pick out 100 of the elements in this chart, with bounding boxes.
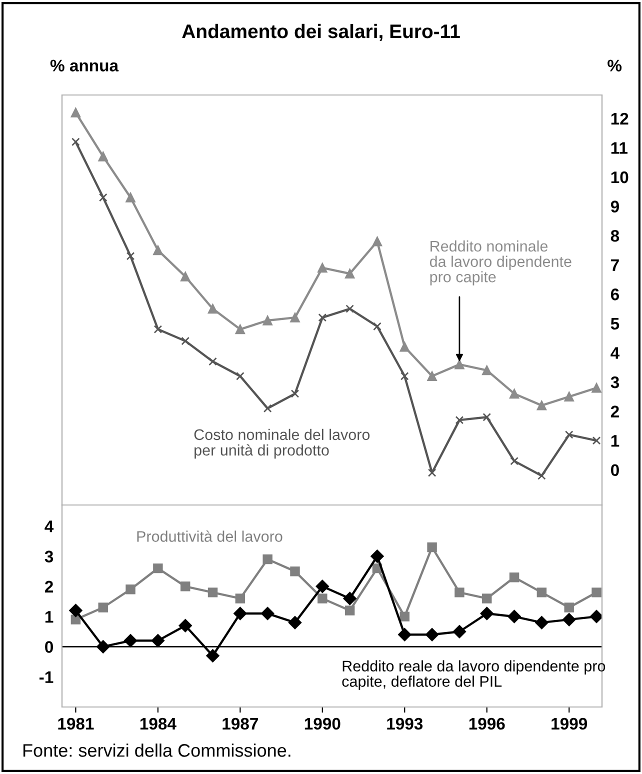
point [126,584,136,594]
text: % annua [50,60,119,72]
point [98,152,108,162]
point [564,430,574,439]
point [452,625,466,638]
point [510,456,518,466]
text: Costo nominale del lavoro per unità di prodotto [194,428,370,459]
point [234,606,247,620]
point [126,252,135,260]
point [69,604,82,618]
point [318,594,328,604]
y-tick-label: 0 [610,464,619,476]
y-tick-label: 12 [611,112,628,124]
point [290,312,300,322]
text: Reddito reale da lavoro dipendente pro capite, deflatore del PIL [342,660,606,690]
point [373,322,382,331]
point [535,616,548,630]
point [508,610,521,624]
y-tick-label: 10 [611,171,628,184]
point [344,606,355,616]
x-tick-label: 1981 [58,718,94,730]
x-tick-label: 1996 [469,718,505,730]
point [126,192,136,202]
point [260,606,274,620]
point [180,272,190,282]
point [178,619,192,632]
y-tick-label: 4 [610,347,620,359]
y-tick-label: 3 [610,376,619,388]
y-tick-label: -1 [40,671,54,683]
point [153,563,163,574]
point [592,436,601,445]
point [538,472,546,480]
point [372,236,382,246]
point [208,357,217,366]
y-tick-label: 11 [611,142,628,154]
point [124,634,138,648]
point [536,400,547,410]
point [318,313,327,322]
point [428,468,436,477]
point [208,304,218,314]
x-tick-label: 1987 [222,718,258,730]
point [562,612,576,626]
x-tick-label: 1984 [140,718,176,730]
point [235,594,246,604]
point [263,404,272,413]
point [72,138,80,146]
point [425,628,439,642]
x-tick-label: 1993 [387,718,423,730]
point [482,365,492,376]
point [151,634,165,648]
point [482,412,492,422]
point [236,372,244,380]
y-tick-label: 7 [611,259,619,271]
y-axis-title: % [608,60,622,72]
y-tick-label: 1 [611,435,620,447]
chart-title: Andamento dei salari, Euro-11 [182,24,460,42]
point [154,325,162,334]
point [316,580,329,593]
point [208,588,218,598]
x-tick-label: 1990 [304,718,340,730]
series-label: Produttività del lavoro [137,530,282,542]
y-tick-label: 3 [44,550,54,562]
point [564,392,574,402]
point [590,610,602,624]
point [482,594,492,604]
point [454,588,464,598]
point [153,245,163,256]
point [592,382,602,393]
point [592,588,602,598]
point [318,262,328,273]
y-tick-label: 5 [610,318,620,330]
point [262,316,272,326]
point [70,108,81,118]
y-tick-label: 8 [610,230,620,242]
point [290,390,300,398]
point [427,371,437,382]
point [398,628,412,642]
point [427,542,437,552]
point [370,550,384,563]
point [181,336,190,346]
point [400,342,410,352]
y-tick-label: 2 [44,580,53,592]
y-tick-label: 0 [45,641,53,653]
point [235,324,246,334]
y-tick-label: 4 [44,520,54,532]
point [206,649,220,662]
point [400,612,410,622]
point [400,372,409,380]
point [180,582,190,592]
point [536,588,547,598]
point [346,304,354,313]
point [509,572,520,582]
y-tick-label: 2 [610,406,619,418]
x-tick-label: 1999 [552,718,588,730]
point [262,554,272,564]
point [454,360,464,370]
point [98,602,108,612]
text: Reddito nominale da lavoro dipendente pro capite [430,240,572,286]
point [98,193,108,202]
y-tick-label: 6 [610,288,619,300]
